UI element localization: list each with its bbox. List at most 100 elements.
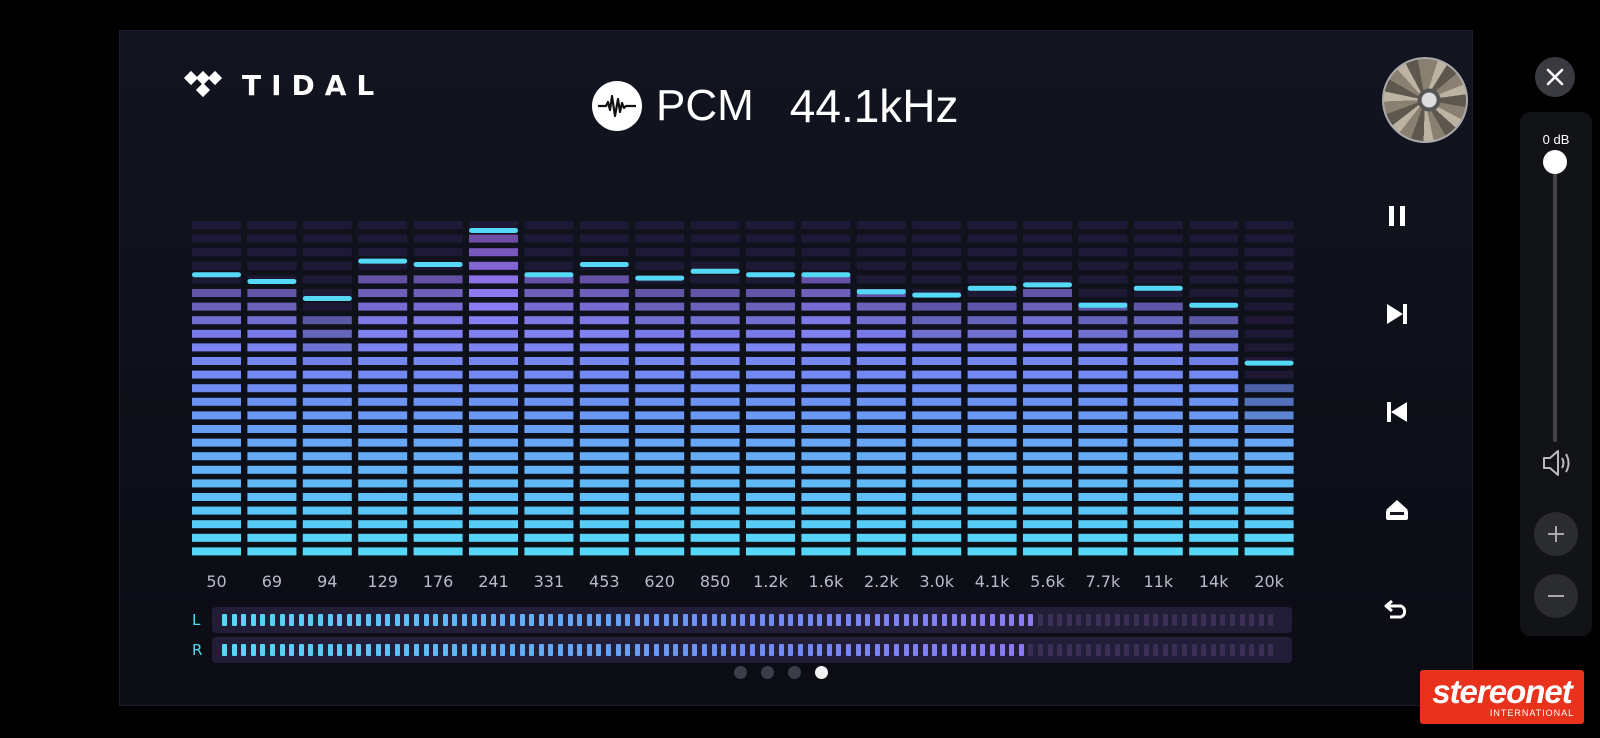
spectrum-segment — [690, 302, 740, 311]
close-button[interactable] — [1535, 57, 1575, 97]
spectrum-segment — [1078, 370, 1128, 379]
meter-segment — [231, 614, 237, 626]
spectrum-segment — [358, 370, 408, 379]
meter-segment — [433, 644, 439, 656]
back-button[interactable] — [1382, 593, 1412, 623]
speaker-icon[interactable] — [1541, 448, 1573, 478]
meter-segment — [884, 644, 890, 656]
spectrum-segment — [524, 547, 574, 556]
spectrum-segment — [856, 384, 906, 393]
spectrum-segment — [856, 329, 906, 338]
spectrum-segment — [856, 302, 906, 311]
meter-segment — [1249, 644, 1255, 656]
meter-segment — [663, 614, 669, 626]
previous-track-button[interactable] — [1382, 397, 1412, 427]
spectrum-segment — [1244, 547, 1294, 556]
volume-up-button[interactable] — [1534, 512, 1578, 556]
spectrum-segment — [579, 329, 629, 338]
spectrum-segment — [912, 438, 962, 447]
spectrum-segment — [524, 479, 574, 488]
page-dot[interactable] — [815, 666, 828, 679]
meter-segment — [250, 644, 256, 656]
spectrum-segment — [690, 275, 740, 284]
peak-marker — [524, 272, 574, 278]
frequency-label: 1.2k — [753, 572, 788, 591]
spectrum-segment — [247, 425, 297, 433]
spectrum-segment — [690, 465, 740, 474]
spectrum-segment — [856, 316, 906, 325]
spectrum-segment — [967, 411, 1017, 420]
spectrum-segment — [302, 465, 352, 474]
meter-segment — [1009, 644, 1015, 656]
meter-segment — [1172, 614, 1178, 626]
spectrum-segment — [1133, 357, 1183, 365]
meter-segment — [778, 644, 784, 656]
meter-segment — [366, 644, 371, 656]
meter-segment — [625, 614, 631, 626]
meter-segment — [750, 614, 755, 626]
meter-segment — [270, 614, 275, 626]
spectrum-segment — [1189, 533, 1239, 542]
meter-segment — [942, 644, 947, 656]
spectrum-segment — [524, 425, 574, 433]
spectrum-segment — [579, 533, 629, 542]
frequency-label: 620 — [644, 572, 675, 591]
spectrum-segment — [746, 425, 795, 433]
album-art[interactable] — [1382, 57, 1468, 143]
close-icon — [1546, 68, 1564, 86]
app-name: TIDAL — [242, 69, 385, 102]
spectrum-segment — [413, 479, 463, 488]
spectrum-segment — [247, 234, 297, 243]
spectrum-segment — [856, 438, 906, 447]
spectrum-segment — [524, 343, 574, 352]
spectrum-segment — [1023, 438, 1072, 447]
spectrum-segment — [801, 329, 851, 338]
spectrum-segment — [690, 289, 740, 297]
spectrum-segment — [247, 479, 297, 488]
spectrum-segment — [302, 221, 352, 229]
meter-segment — [740, 614, 746, 626]
pause-button[interactable] — [1382, 201, 1412, 231]
meter-segment — [337, 614, 343, 626]
spectrum-segment — [192, 533, 241, 542]
peak-marker — [967, 285, 1017, 291]
frequency-label: 241 — [478, 572, 509, 591]
meter-segment — [567, 644, 573, 656]
meter-segment — [1095, 614, 1101, 626]
meter-label-left: L — [192, 611, 201, 629]
meter-segment — [356, 644, 362, 656]
spectrum-segment — [1078, 506, 1128, 515]
spectrum-segment — [1244, 465, 1294, 474]
spectrum-segment — [358, 506, 408, 515]
spectrum-segment — [856, 411, 906, 420]
spectrum-segment — [690, 479, 740, 488]
spectrum-band-7.7k — [1078, 221, 1128, 556]
page-dot[interactable] — [788, 666, 801, 679]
spectrum-segment — [912, 261, 962, 270]
spectrum-segment — [413, 452, 463, 461]
spectrum-segment — [967, 465, 1017, 474]
meter-segment — [865, 614, 871, 626]
spectrum-segment — [1244, 261, 1294, 270]
meter-segment — [385, 644, 391, 656]
spectrum-segment — [1244, 221, 1294, 229]
spectrum-segment — [524, 316, 574, 325]
spectrum-segment — [192, 316, 241, 325]
volume-down-button[interactable] — [1534, 574, 1578, 618]
eject-button[interactable] — [1382, 495, 1412, 525]
volume-slider-track[interactable] — [1553, 162, 1557, 442]
volume-slider-knob[interactable] — [1543, 150, 1567, 174]
spectrum-segment — [856, 357, 906, 365]
spectrum-segment — [635, 425, 685, 433]
spectrum-segment — [1133, 452, 1183, 461]
page-dot[interactable] — [734, 666, 747, 679]
spectrum-segment — [192, 302, 241, 311]
meter-segment — [394, 644, 400, 656]
spectrum-segment — [1078, 329, 1128, 338]
spectrum-segment — [413, 506, 463, 515]
spectrum-segment — [1244, 302, 1294, 311]
spectrum-segment — [690, 425, 740, 433]
spectrum-segment — [579, 479, 629, 488]
next-track-button[interactable] — [1382, 299, 1412, 329]
page-dot[interactable] — [761, 666, 774, 679]
